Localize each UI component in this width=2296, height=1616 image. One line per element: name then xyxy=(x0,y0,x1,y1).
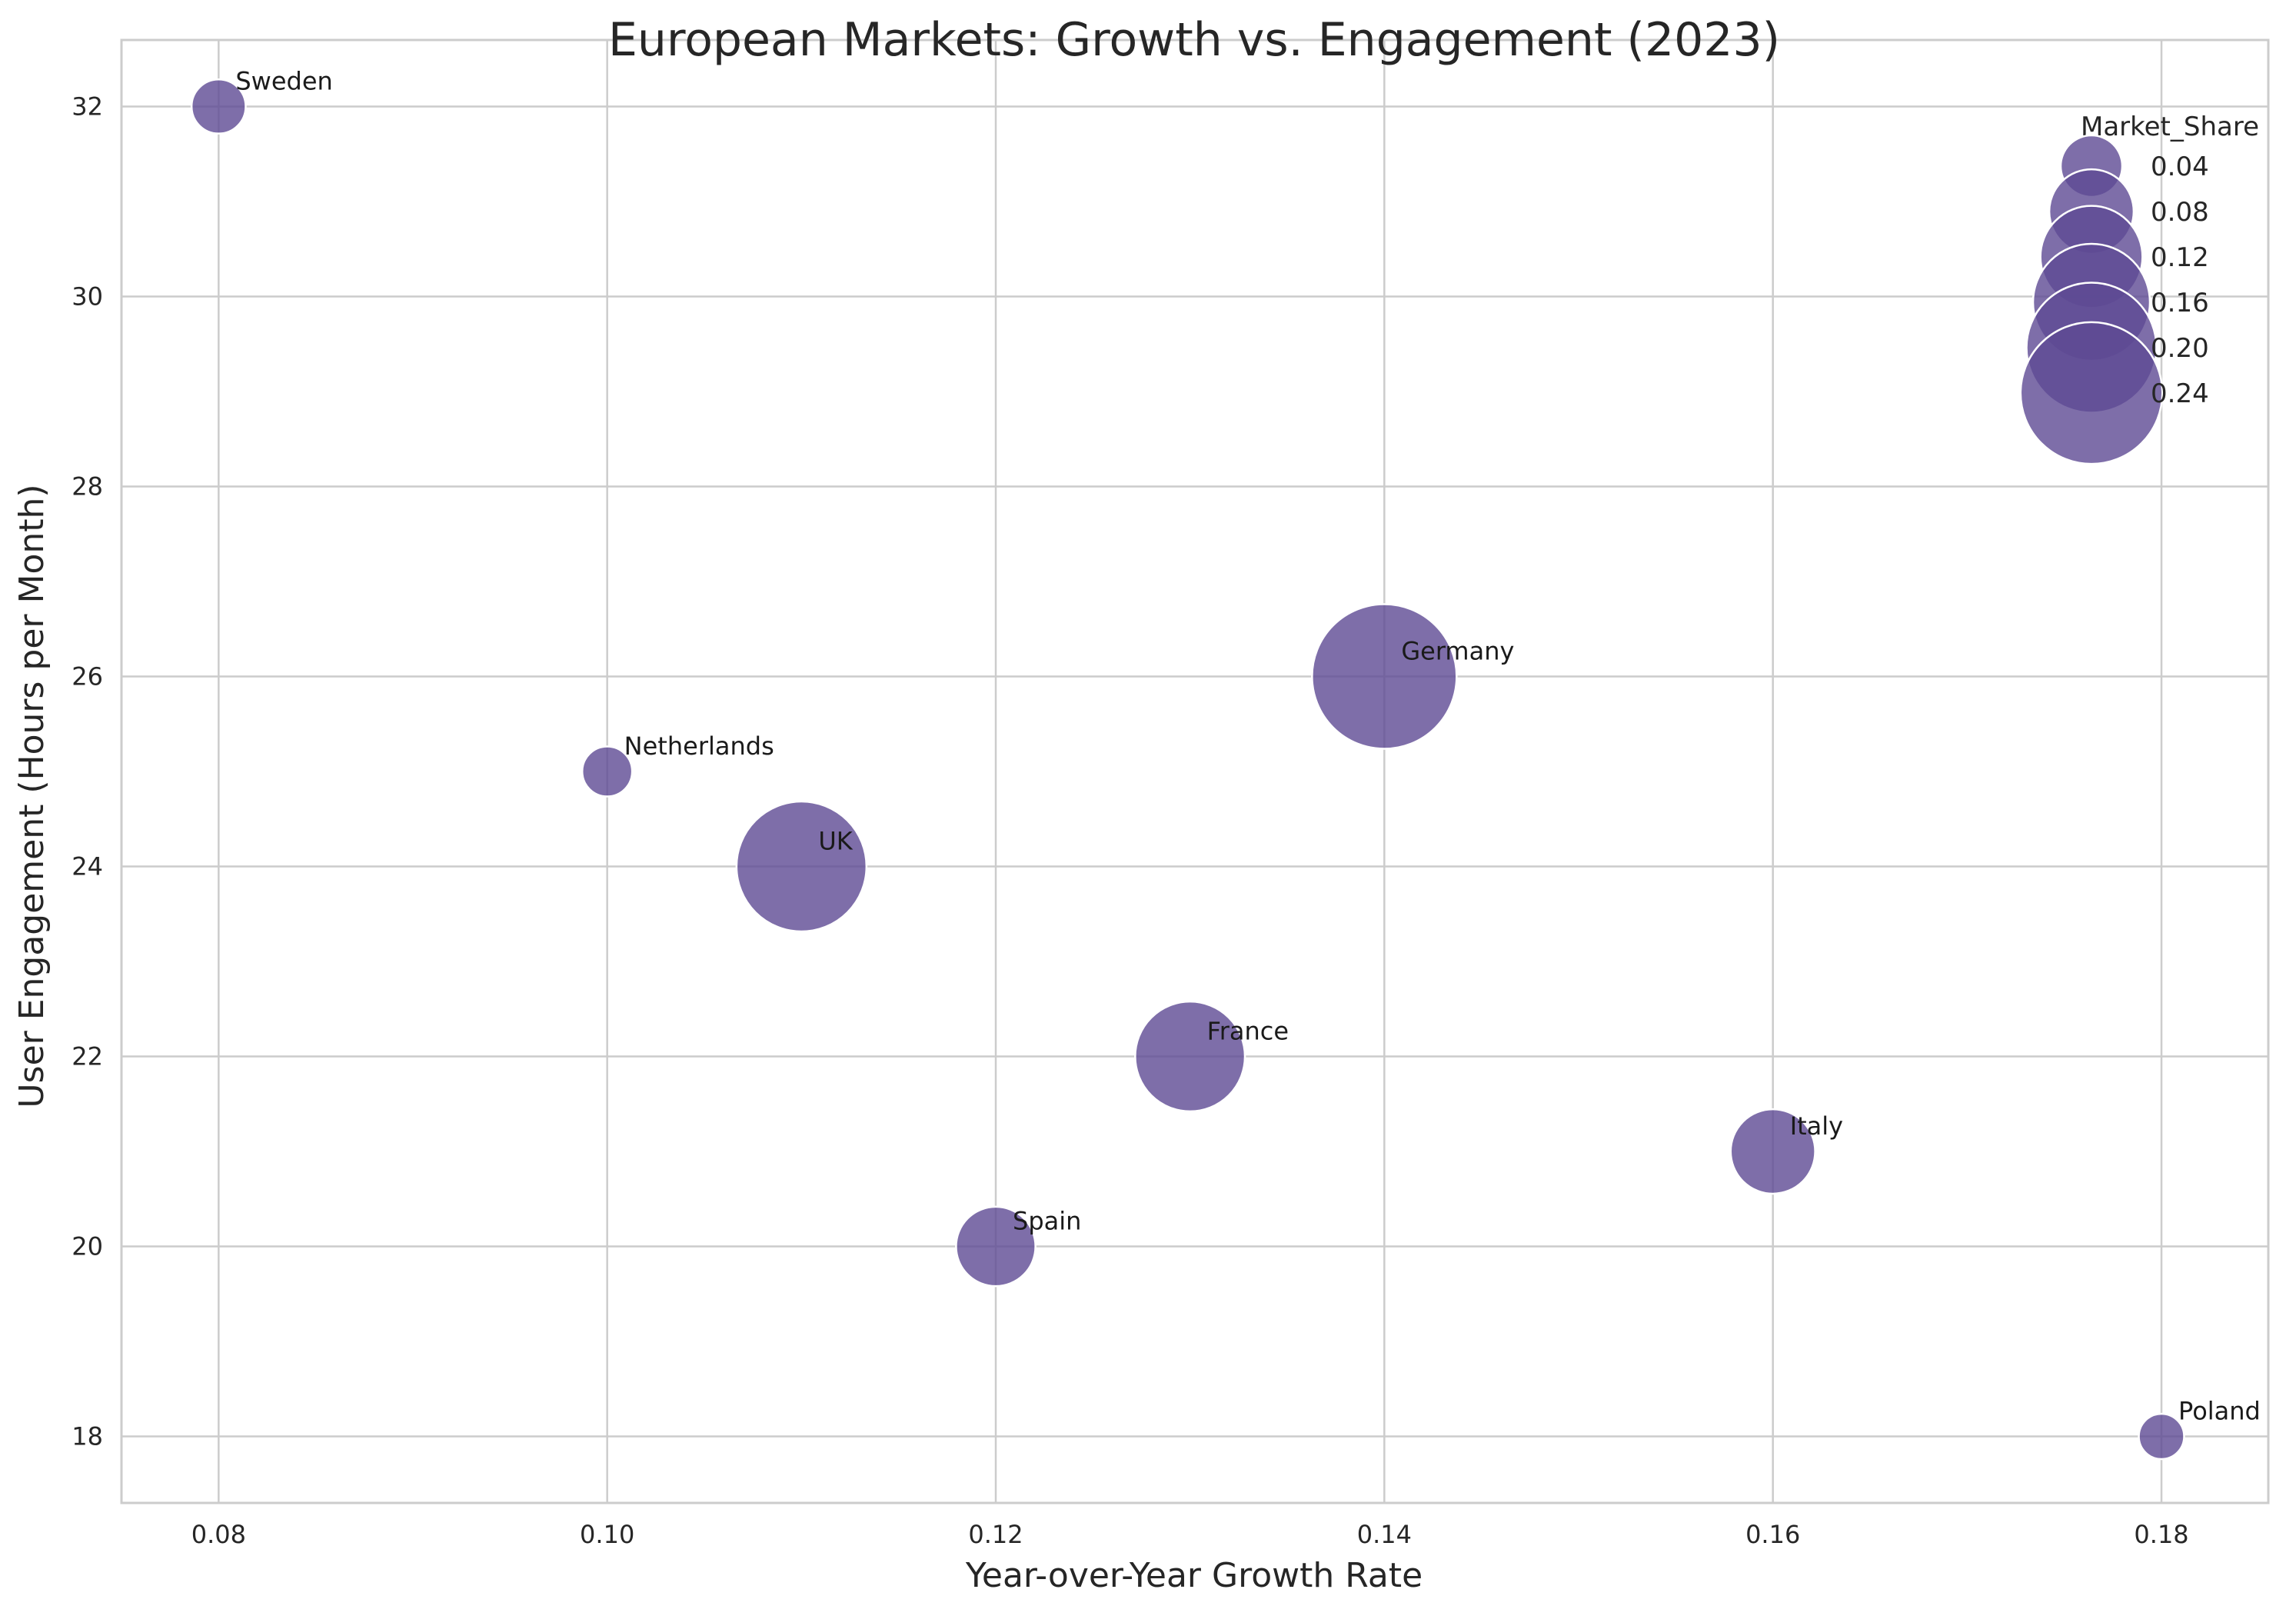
legend: Market_Share 0.04 0.08 0.12 0.16 0.20 0.24 xyxy=(2019,112,2259,465)
y-tick-label: 22 xyxy=(72,1042,103,1071)
data-point-poland xyxy=(2138,1412,2185,1461)
x-tick-label: 0.12 xyxy=(968,1520,1023,1549)
data-point-sweden xyxy=(190,78,247,135)
y-tick-label: 18 xyxy=(72,1422,103,1451)
point-label-france: France xyxy=(1207,1017,1289,1046)
x-tick-label: 0.18 xyxy=(2134,1520,2188,1549)
legend-label: 0.08 xyxy=(2151,197,2209,228)
axes: 0.08 0.10 0.12 0.14 0.16 0.18 18 20 22 24 26 28 30 32 xyxy=(72,38,2270,1549)
chart-title: European Markets: Growth vs. Engagement … xyxy=(608,13,1780,67)
legend-label: 0.24 xyxy=(2151,378,2209,409)
point-label-germany: Germany xyxy=(1401,636,1514,665)
point-label-poland: Poland xyxy=(2178,1397,2261,1426)
legend-label: 0.20 xyxy=(2151,333,2209,364)
point-label-spain: Spain xyxy=(1013,1207,1081,1236)
legend-title: Market_Share xyxy=(2081,112,2259,142)
legend-label: 0.12 xyxy=(2151,242,2209,273)
data-point-netherlands xyxy=(581,745,634,798)
point-label-sweden: Sweden xyxy=(235,66,332,95)
data-point-france xyxy=(1134,1000,1246,1113)
x-tick-label: 0.10 xyxy=(580,1520,634,1549)
y-tick-label: 20 xyxy=(72,1232,103,1261)
data-points xyxy=(190,78,2185,1461)
legend-label: 0.16 xyxy=(2151,288,2209,318)
data-point-uk xyxy=(735,800,868,933)
point-label-italy: Italy xyxy=(1790,1111,1843,1141)
y-tick-label: 28 xyxy=(72,471,103,501)
y-tick-label: 26 xyxy=(72,661,103,691)
x-tick-label: 0.08 xyxy=(191,1520,246,1549)
data-point-spain xyxy=(955,1205,1037,1288)
grid xyxy=(121,40,2268,1503)
data-point-germany xyxy=(1311,603,1458,750)
plot-frame xyxy=(120,38,2270,1504)
point-label-uk: UK xyxy=(818,827,853,856)
x-tick-label: 0.16 xyxy=(1745,1520,1800,1549)
data-point-italy xyxy=(1729,1108,1816,1195)
y-tick-label: 24 xyxy=(72,852,103,881)
legend-marker xyxy=(2019,321,2164,465)
y-tick-label: 30 xyxy=(72,282,103,311)
legend-label: 0.04 xyxy=(2151,152,2209,182)
plot-area xyxy=(121,40,2268,1503)
y-axis-label: User Engagement (Hours per Month) xyxy=(12,484,52,1108)
y-tick-label: 32 xyxy=(72,92,103,121)
point-label-netherlands: Netherlands xyxy=(624,731,774,761)
x-tick-label: 0.14 xyxy=(1357,1520,1412,1549)
point-labels: Sweden Netherlands UK Spain France Germany Ita… xyxy=(235,66,2261,1425)
x-axis-label: Year-over-Year Growth Rate xyxy=(965,1556,1423,1595)
